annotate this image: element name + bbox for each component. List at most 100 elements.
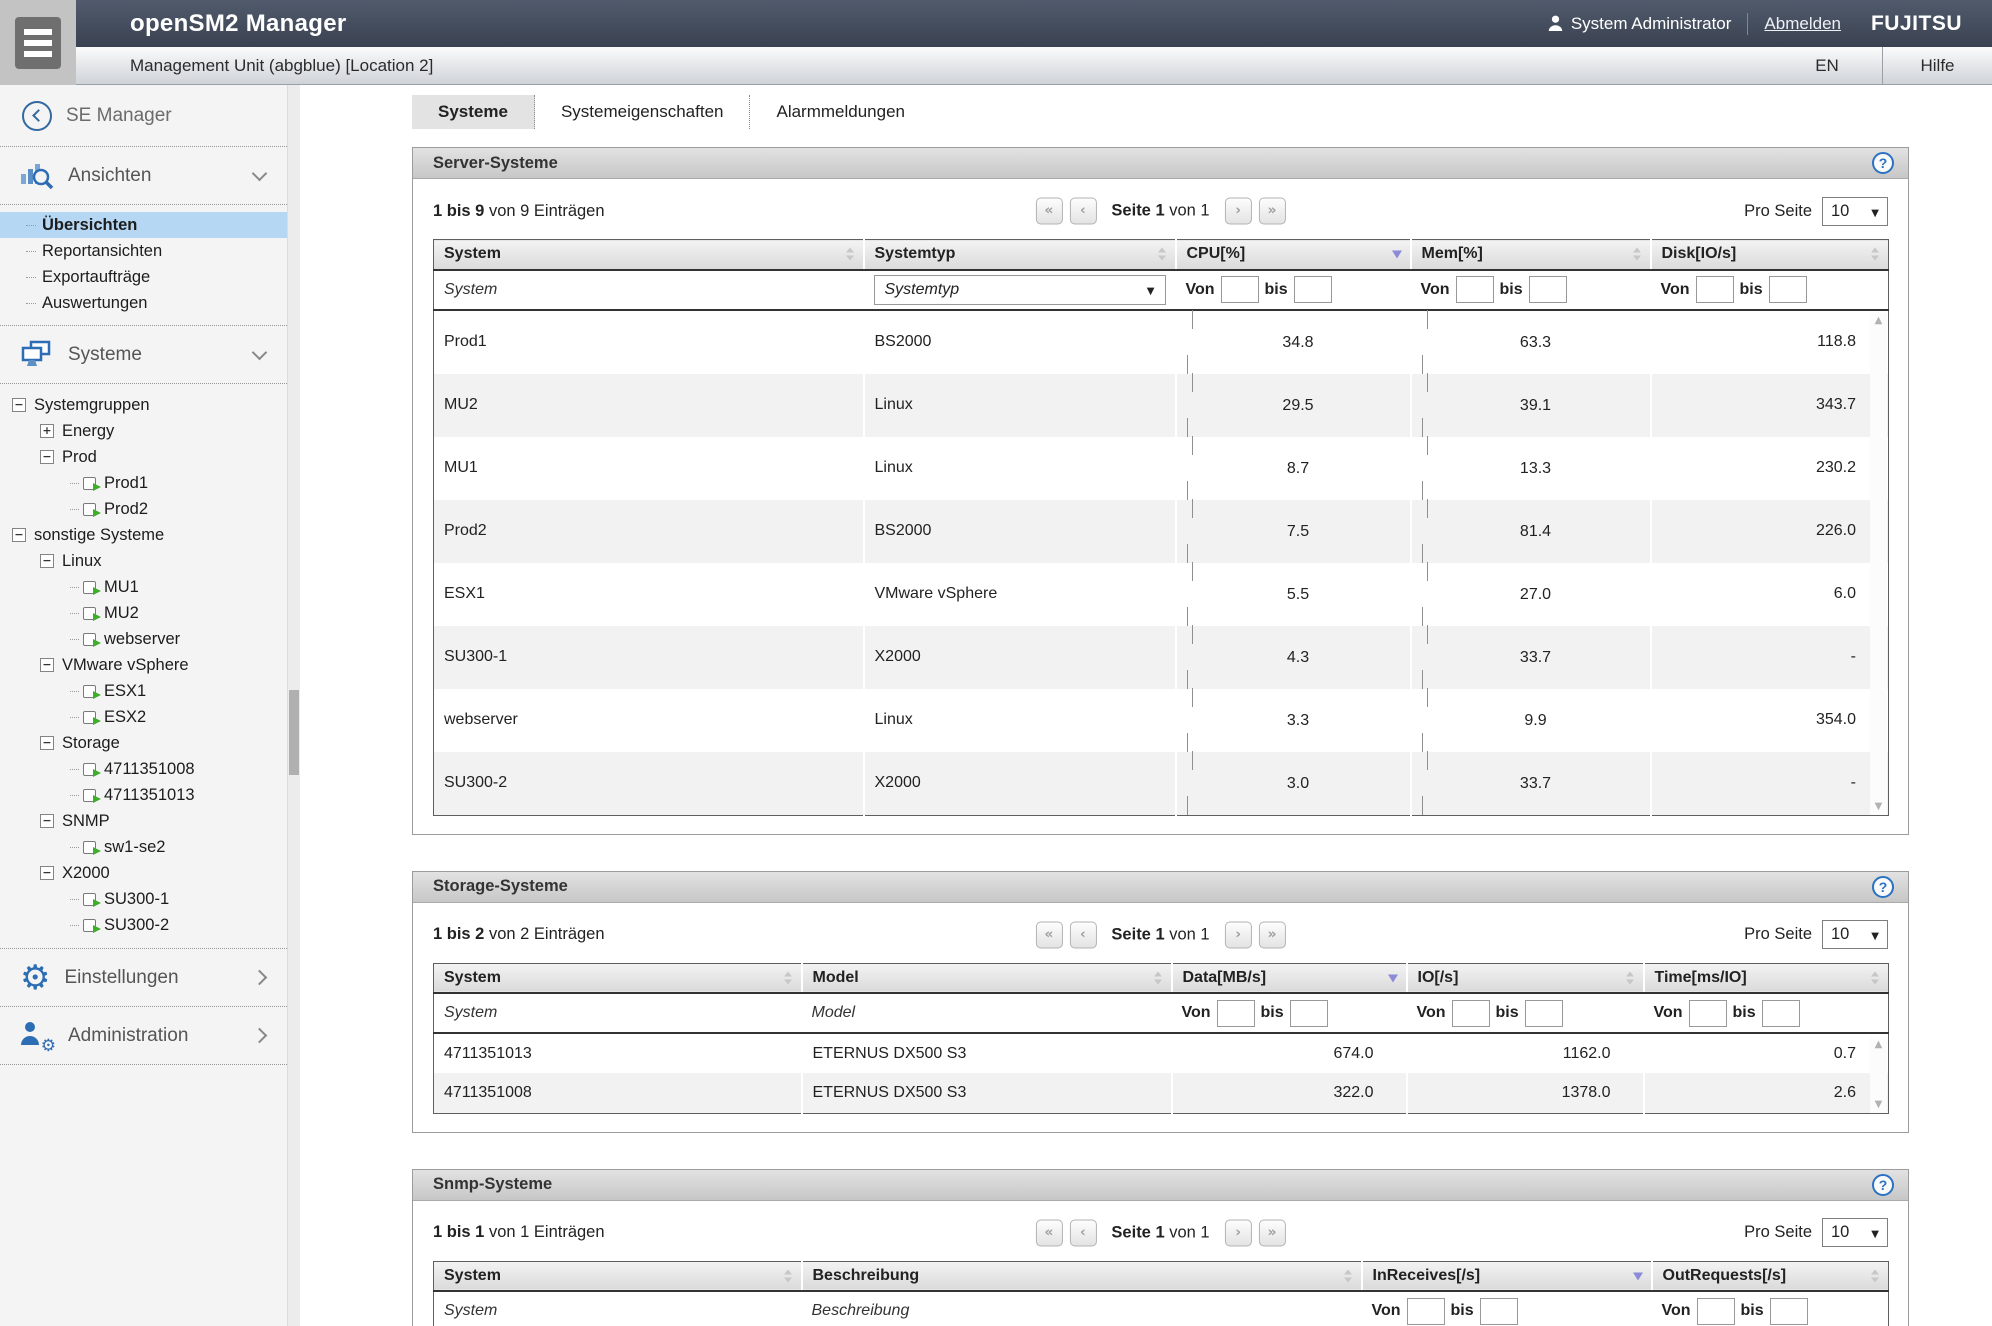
sidebar-section-ansichten[interactable]: Ansichten <box>0 147 287 205</box>
outrequests-von-input[interactable] <box>1696 1297 1735 1325</box>
tree-item-4711351008[interactable]: 4711351008 <box>0 756 287 782</box>
tree-item-mu2[interactable]: MU2 <box>0 600 287 626</box>
table-row[interactable]: 4711351008 ETERNUS DX500 S3 322.0 1378.0 2.6 <box>433 1073 1889 1113</box>
expand-icon[interactable] <box>40 424 54 438</box>
se-manager-back-button[interactable]: SE Manager <box>0 85 287 147</box>
collapse-icon[interactable] <box>12 528 26 542</box>
disk-bis-input[interactable] <box>1768 276 1807 303</box>
sidebar-section-administration[interactable]: ⚙ Administration <box>0 1007 287 1065</box>
first-page-button[interactable] <box>1035 1219 1063 1246</box>
column-header-disk[interactable]: Disk[IO/s] <box>1650 239 1889 271</box>
tree-item-mu1[interactable]: MU1 <box>0 574 287 600</box>
systemtyp-filter-select[interactable]: Systemtyp <box>873 274 1166 305</box>
column-header-inreceives[interactable]: InReceives[/s] <box>1361 1261 1653 1292</box>
sidebar-section-systeme[interactable]: Systeme <box>0 326 287 384</box>
io-von-input[interactable] <box>1451 999 1490 1027</box>
prev-page-button[interactable] <box>1069 921 1097 948</box>
cpu-von-input[interactable] <box>1220 276 1259 303</box>
table-row[interactable]: SU300-1 X2000 4.3 33.7- <box>433 624 1889 689</box>
tree-item-esx1[interactable]: ESX1 <box>0 678 287 704</box>
scroll-up-icon[interactable] <box>1875 316 1883 326</box>
table-row[interactable]: webserver Linux 3.3 9.9 354.0 <box>433 687 1889 752</box>
inreceives-bis-input[interactable] <box>1479 1297 1518 1325</box>
tree-item-energy[interactable]: Energy <box>0 418 287 444</box>
tree-item-su300-2[interactable]: SU300-2 <box>0 912 287 938</box>
first-page-button[interactable] <box>1035 921 1063 948</box>
system-filter-input[interactable] <box>444 280 830 299</box>
tab-systeme[interactable]: Systeme <box>412 95 535 129</box>
table-scrollbar[interactable] <box>1870 313 1887 815</box>
scroll-down-icon[interactable] <box>1875 1100 1883 1110</box>
tree-item-snmp[interactable]: SNMP <box>0 808 287 834</box>
collapse-icon[interactable] <box>40 736 54 750</box>
column-header-beschreibung[interactable]: Beschreibung <box>801 1261 1363 1292</box>
tree-item-esx2[interactable]: ESX2 <box>0 704 287 730</box>
disk-von-input[interactable] <box>1695 276 1734 303</box>
help-link[interactable]: Hilfe <box>1882 47 1992 84</box>
tree-item-sonstige-systeme[interactable]: sonstige Systeme <box>0 522 287 548</box>
last-page-button[interactable] <box>1258 1219 1286 1246</box>
column-header-system[interactable]: System <box>433 239 865 271</box>
tree-item-prod1[interactable]: Prod1 <box>0 470 287 496</box>
sidebar-item-exportauftraege[interactable]: Exportaufträge <box>0 264 287 290</box>
scroll-up-icon[interactable] <box>1875 1040 1883 1050</box>
column-header-system[interactable]: System <box>433 963 803 994</box>
table-row[interactable]: MU2 Linux 29.5 39.1 343.7 <box>433 372 1889 437</box>
mem-von-input[interactable] <box>1455 276 1494 303</box>
data-bis-input[interactable] <box>1289 999 1328 1027</box>
tab-alarmmeldungen[interactable]: Alarmmeldungen <box>776 102 905 121</box>
column-header-outrequests[interactable]: OutRequests[/s] <box>1651 1261 1889 1292</box>
io-bis-input[interactable] <box>1524 999 1563 1027</box>
table-row[interactable]: Prod2 BS2000 7.5 81.4 226.0 <box>433 498 1889 563</box>
prev-page-button[interactable] <box>1069 1219 1097 1246</box>
tree-item-prod[interactable]: Prod <box>0 444 287 470</box>
column-header-time[interactable]: Time[ms/IO] <box>1643 963 1889 994</box>
sidebar-item-uebersichten[interactable]: Übersichten <box>0 212 287 238</box>
table-row[interactable]: SU300-2 X2000 3.0 33.7- <box>433 750 1889 815</box>
time-bis-input[interactable] <box>1761 999 1800 1027</box>
column-header-system[interactable]: System <box>433 1261 803 1292</box>
collapse-icon[interactable] <box>40 554 54 568</box>
sidebar-item-auswertungen[interactable]: Auswertungen <box>0 290 287 316</box>
inreceives-von-input[interactable] <box>1406 1297 1445 1325</box>
next-page-button[interactable] <box>1224 1219 1252 1246</box>
tree-item-storage[interactable]: Storage <box>0 730 287 756</box>
model-filter-input[interactable] <box>811 1004 1143 1022</box>
column-header-mem[interactable]: Mem[%] <box>1410 239 1652 271</box>
table-scrollbar[interactable] <box>1870 1036 1887 1113</box>
scroll-down-icon[interactable] <box>1875 802 1883 812</box>
time-von-input[interactable] <box>1688 999 1727 1027</box>
collapse-icon[interactable] <box>40 814 54 828</box>
column-header-systemtyp[interactable]: Systemtyp <box>863 239 1177 271</box>
last-page-button[interactable] <box>1258 197 1286 225</box>
tree-item-x2000[interactable]: X2000 <box>0 860 287 886</box>
next-page-button[interactable] <box>1224 197 1252 225</box>
last-page-button[interactable] <box>1258 921 1286 948</box>
logout-link[interactable]: Abmelden <box>1764 13 1841 33</box>
tree-item-systemgruppen[interactable]: Systemgruppen <box>0 392 287 418</box>
prev-page-button[interactable] <box>1069 197 1097 225</box>
column-header-model[interactable]: Model <box>801 963 1173 994</box>
sidebar-scrollbar[interactable] <box>287 85 300 1326</box>
sidebar-item-reportansichten[interactable]: Reportansichten <box>0 238 287 264</box>
collapse-icon[interactable] <box>40 658 54 672</box>
hamburger-menu-button[interactable] <box>0 0 76 85</box>
help-icon[interactable] <box>1872 875 1894 898</box>
beschreibung-filter-input[interactable] <box>811 1302 1318 1320</box>
help-icon[interactable] <box>1872 1173 1894 1196</box>
cpu-bis-input[interactable] <box>1293 276 1332 303</box>
per-page-select[interactable]: 10 <box>1822 196 1888 226</box>
first-page-button[interactable] <box>1035 197 1063 225</box>
tree-item-4711351013[interactable]: 4711351013 <box>0 782 287 808</box>
next-page-button[interactable] <box>1224 921 1252 948</box>
outrequests-bis-input[interactable] <box>1769 1297 1808 1325</box>
table-row[interactable]: ESX1 VMware vSphere 5.5 27.0 6.0 <box>433 561 1889 626</box>
table-row[interactable]: MU1 Linux 8.7 13.3 230.2 <box>433 435 1889 500</box>
per-page-select[interactable]: 10 <box>1822 920 1888 949</box>
tree-item-prod2[interactable]: Prod2 <box>0 496 287 522</box>
tree-item-sw1-se2[interactable]: sw1-se2 <box>0 834 287 860</box>
table-row[interactable]: 4711351013 ETERNUS DX500 S3 674.0 1162.0 0.7 <box>433 1033 1889 1073</box>
help-icon[interactable] <box>1872 152 1894 174</box>
language-switch[interactable]: EN <box>1815 55 1839 75</box>
sidebar-section-einstellungen[interactable]: ⚙ Einstellungen <box>0 949 287 1007</box>
